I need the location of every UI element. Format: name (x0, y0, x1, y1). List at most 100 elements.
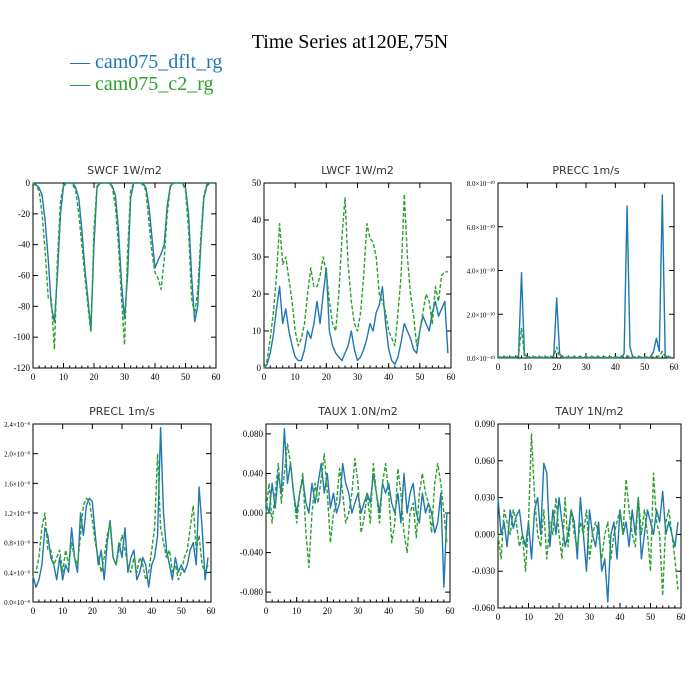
y-tick-label: 40 (252, 215, 262, 225)
y-tick-label: 2.0×10⁻¹⁰ (467, 311, 495, 319)
panel-swcf: SWCF 1W/m2 0 10 20 30 40 50 60 0 -20 -40 -60 -80 -100… (14, 164, 222, 382)
panel-taux: TAUX 1.0N/m2 0 10 20 30 40 50 60 0.080 0.040 0.000… (240, 405, 455, 616)
x-tick-label: 60 (207, 606, 217, 616)
x-tick-label: 30 (353, 372, 363, 382)
y-tick-label: 1.6×10⁻⁸ (4, 480, 30, 488)
x-tick-label: 40 (151, 372, 161, 382)
x-tick-label: 60 (670, 362, 680, 372)
y-tick-label: 6.0×10⁻¹⁰ (467, 224, 495, 232)
x-tick-label: 40 (384, 606, 394, 616)
y-tick-label: 0.030 (475, 493, 496, 503)
y-tick-label: 0.060 (475, 456, 496, 466)
y-tick-label: 0 (257, 363, 262, 373)
x-tick-label: 30 (120, 372, 130, 382)
y-tick-label: 0 (26, 178, 31, 188)
series-line-c2 (497, 433, 679, 597)
x-tick-label: 0 (496, 362, 501, 372)
panel-precc: PRECC 1m/s 0 10 20 30 40 50 60 0.0×10⁻¹⁰ 2.0×10⁻¹… (467, 164, 679, 372)
x-tick-label: 50 (415, 372, 425, 382)
x-tick-label: 40 (616, 612, 626, 622)
y-tick-label: 0.000 (243, 508, 264, 518)
y-tick-label: -120 (14, 363, 31, 373)
plot-frame (32, 423, 212, 603)
y-tick-label: 0.040 (243, 468, 264, 478)
x-tick-label: 30 (582, 362, 592, 372)
plot-frame (265, 423, 451, 603)
y-tick-label: 0.080 (243, 429, 264, 439)
x-tick-label: 40 (611, 362, 621, 372)
x-tick-label: 50 (640, 362, 650, 372)
y-tick-label: 4.0×10⁻¹⁰ (467, 268, 495, 276)
y-tick-label: -0.040 (240, 548, 264, 558)
y-tick-label: -80 (18, 301, 30, 311)
series-line-c2 (263, 193, 448, 369)
x-tick-label: 50 (181, 372, 191, 382)
y-tick-label: 10 (252, 326, 262, 336)
x-tick-label: 20 (322, 372, 332, 382)
x-tick-label: 10 (524, 612, 534, 622)
x-tick-label: 50 (415, 606, 425, 616)
x-tick-label: 50 (646, 612, 656, 622)
y-tick-label: 2.0×10⁻⁸ (4, 451, 30, 459)
x-tick-label: 60 (677, 612, 687, 622)
x-tick-label: 50 (177, 606, 187, 616)
y-tick-label: 0.0×10⁻⁸ (4, 599, 30, 607)
x-tick-label: 20 (555, 612, 565, 622)
x-tick-label: 20 (552, 362, 562, 372)
x-tick-label: 30 (585, 612, 595, 622)
y-tick-label: 0.4×10⁻⁸ (4, 569, 30, 577)
x-tick-label: 20 (323, 606, 333, 616)
x-tick-label: 60 (446, 606, 456, 616)
series-line-dflt (32, 427, 209, 588)
x-tick-label: 10 (292, 606, 302, 616)
y-tick-label: -0.030 (472, 566, 496, 576)
series-line-c2 (498, 327, 672, 358)
panel-title: PRECC 1m/s (552, 164, 620, 177)
x-tick-label: 0 (31, 372, 36, 382)
y-tick-label: 0.0×10⁻¹⁰ (467, 355, 495, 363)
panel-title: LWCF 1W/m2 (321, 164, 394, 177)
panel-grid: SWCF 1W/m2 0 10 20 30 40 50 60 0 -20 -40 -60 -80 -100… (4, 164, 686, 622)
panel-title: TAUY 1N/m2 (554, 405, 623, 418)
y-tick-label: 0.000 (475, 529, 496, 539)
y-tick-label: 50 (252, 178, 262, 188)
y-tick-label: -0.060 (472, 603, 496, 613)
panel-tauy: TAUY 1N/m2 0 10 20 30 40 50 60 0.090 0.060 0.030 0.… (472, 405, 686, 622)
x-tick-label: 0 (496, 612, 501, 622)
y-tick-label: -20 (18, 209, 30, 219)
x-tick-label: 0 (31, 606, 36, 616)
panel-precl: PRECL 1m/s 0 10 20 30 40 50 60 0.0×10⁻⁸ 0.4×10⁻⁸ 0… (4, 405, 216, 616)
series-line-dflt (263, 267, 449, 369)
panel-title: TAUX 1.0N/m2 (317, 405, 398, 418)
plot-frame (263, 182, 452, 369)
y-tick-label: -0.080 (240, 587, 264, 597)
x-tick-label: 40 (384, 372, 394, 382)
panel-title: PRECL 1m/s (89, 405, 155, 418)
series-line-c2 (33, 453, 209, 581)
panel-lwcf: LWCF 1W/m2 0 10 20 30 40 50 60 0 10 20 30 40 50 (252, 164, 456, 382)
x-tick-label: 0 (264, 606, 269, 616)
series-line-c2 (265, 443, 448, 569)
series-line-dflt (265, 428, 448, 588)
legend-entry-c2: — cam075_c2_rg (69, 73, 214, 95)
figure-title: Time Series at120E,75N (252, 31, 448, 53)
panel-title: SWCF 1W/m2 (87, 164, 162, 177)
x-tick-label: 60 (212, 372, 222, 382)
y-tick-label: -40 (18, 240, 30, 250)
x-tick-label: 30 (354, 606, 364, 616)
y-tick-label: 0.8×10⁻⁸ (4, 540, 30, 548)
y-tick-label: 30 (252, 252, 262, 262)
y-tick-label: -60 (18, 271, 30, 281)
x-tick-label: 30 (118, 606, 128, 616)
x-tick-label: 20 (88, 606, 98, 616)
series-line-dflt (498, 194, 672, 359)
y-tick-label: 8.0×10⁻¹⁰ (467, 180, 495, 188)
x-tick-label: 60 (447, 372, 457, 382)
x-tick-label: 40 (147, 606, 157, 616)
plot-frame (497, 182, 675, 359)
y-tick-label: 1.2×10⁻⁸ (4, 510, 30, 518)
x-tick-label: 10 (59, 372, 69, 382)
y-tick-label: -100 (14, 332, 31, 342)
x-tick-label: 0 (262, 372, 267, 382)
series-line-c2 (32, 182, 213, 351)
